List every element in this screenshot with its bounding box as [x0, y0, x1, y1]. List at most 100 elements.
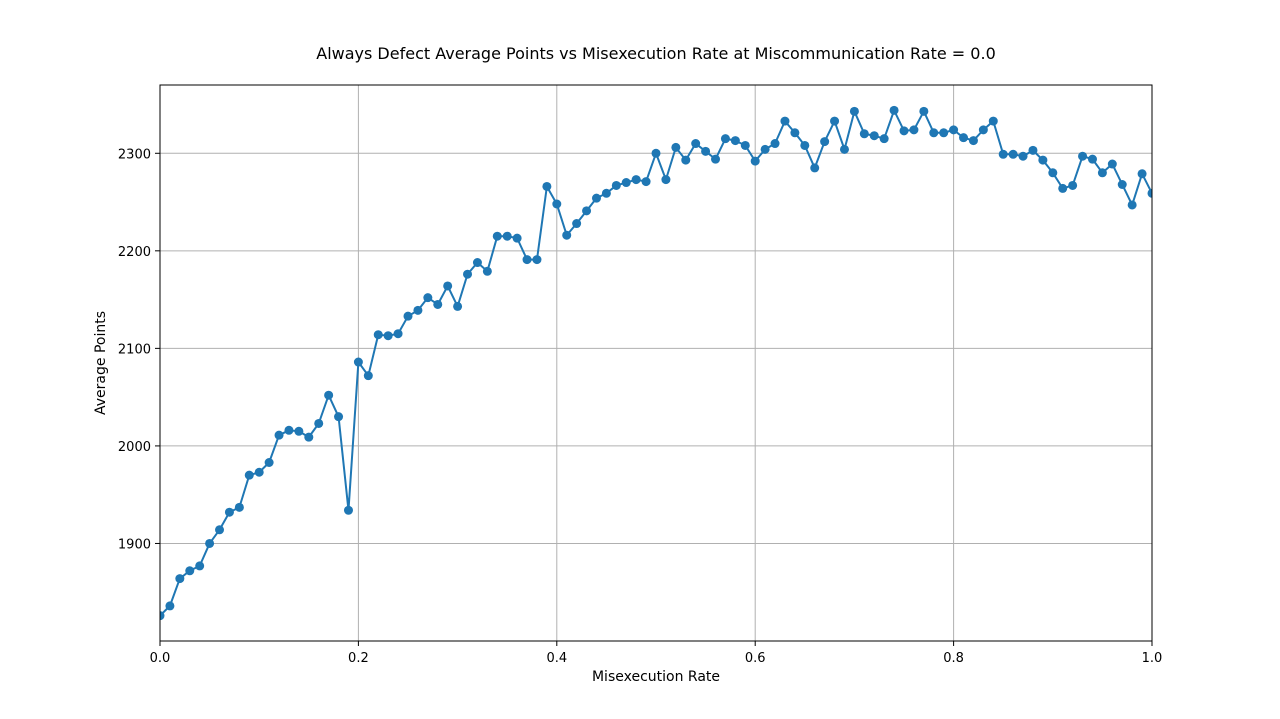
data-point — [1008, 149, 1018, 159]
data-point — [353, 357, 363, 367]
data-point — [185, 566, 195, 576]
data-point — [720, 134, 730, 144]
data-point — [661, 175, 671, 185]
data-point — [224, 507, 234, 517]
y-tick-label: 2200 — [118, 245, 151, 260]
data-point — [859, 129, 869, 139]
data-point — [522, 255, 532, 265]
data-point — [919, 106, 929, 116]
x-tick-label: 0.2 — [348, 651, 369, 666]
data-point — [770, 139, 780, 149]
data-point — [175, 574, 185, 584]
data-point — [334, 412, 344, 422]
data-point — [482, 266, 492, 276]
x-tick-label: 0.8 — [943, 651, 964, 666]
data-point — [1147, 188, 1152, 198]
data-point — [512, 233, 522, 243]
data-point — [1097, 168, 1107, 178]
data-point — [621, 178, 631, 188]
data-point — [413, 305, 423, 315]
data-point — [591, 193, 601, 203]
data-point — [1078, 151, 1088, 161]
series-group — [160, 105, 1152, 621]
data-point — [552, 199, 562, 209]
x-tick-label: 1.0 — [1142, 651, 1163, 666]
data-point — [244, 470, 254, 480]
data-point — [750, 156, 760, 166]
x-tick-label: 0.0 — [150, 651, 171, 666]
data-point — [611, 180, 621, 190]
data-point — [1087, 154, 1097, 164]
data-point — [195, 561, 205, 571]
data-point — [949, 125, 959, 135]
data-point — [780, 116, 790, 126]
data-point — [562, 230, 572, 240]
data-point — [839, 144, 849, 154]
data-point — [879, 134, 889, 144]
data-point — [403, 311, 413, 321]
x-axis-label: Misexecution Rate — [592, 669, 720, 685]
data-point — [343, 505, 353, 515]
chart-title: Always Defect Average Points vs Misexecu… — [316, 44, 996, 63]
data-point — [254, 467, 264, 477]
data-point — [1018, 151, 1028, 161]
data-point — [373, 330, 383, 340]
data-point — [472, 258, 482, 268]
data-point — [324, 390, 334, 400]
data-point — [760, 144, 770, 154]
data-point — [849, 106, 859, 116]
data-point — [830, 116, 840, 126]
data-point — [929, 128, 939, 138]
y-tick-label: 2300 — [118, 147, 151, 162]
data-point — [463, 269, 473, 279]
data-point — [393, 329, 403, 339]
data-point — [959, 133, 969, 143]
data-point — [582, 206, 592, 216]
data-point — [284, 425, 294, 435]
data-point — [1107, 159, 1117, 169]
data-point — [790, 128, 800, 138]
data-point — [998, 149, 1008, 159]
data-point — [1058, 183, 1068, 193]
data-point — [939, 128, 949, 138]
data-point — [165, 601, 175, 611]
data-point — [601, 188, 611, 198]
data-point — [701, 146, 711, 156]
data-point — [502, 231, 512, 241]
data-point — [681, 155, 691, 165]
data-point — [711, 154, 721, 164]
data-point — [1038, 155, 1048, 165]
data-point — [572, 219, 582, 229]
y-tick-label: 1900 — [118, 537, 151, 552]
grid-lines — [159, 85, 1153, 641]
data-point — [492, 231, 502, 241]
series-layer — [160, 105, 1152, 621]
data-point — [869, 131, 879, 141]
data-point — [820, 137, 830, 147]
data-point — [160, 611, 165, 621]
data-point — [740, 140, 750, 150]
data-point — [978, 125, 988, 135]
data-point — [383, 331, 393, 341]
data-point — [641, 177, 651, 187]
data-point — [691, 139, 701, 149]
data-point — [800, 140, 810, 150]
data-point — [1028, 145, 1038, 155]
data-point — [443, 281, 453, 291]
x-tick-label: 0.4 — [546, 651, 567, 666]
plot-frame — [159, 84, 1153, 642]
data-point — [889, 105, 899, 115]
data-point — [542, 181, 552, 191]
y-tick-label: 2000 — [118, 440, 151, 455]
data-point — [651, 148, 661, 158]
series-line — [160, 109, 1152, 617]
x-tick-label: 0.6 — [745, 651, 766, 666]
data-point — [631, 175, 641, 185]
data-point — [433, 299, 443, 309]
data-point — [304, 432, 314, 442]
data-point — [1137, 169, 1147, 179]
data-point — [1048, 168, 1058, 178]
data-point — [423, 293, 433, 303]
